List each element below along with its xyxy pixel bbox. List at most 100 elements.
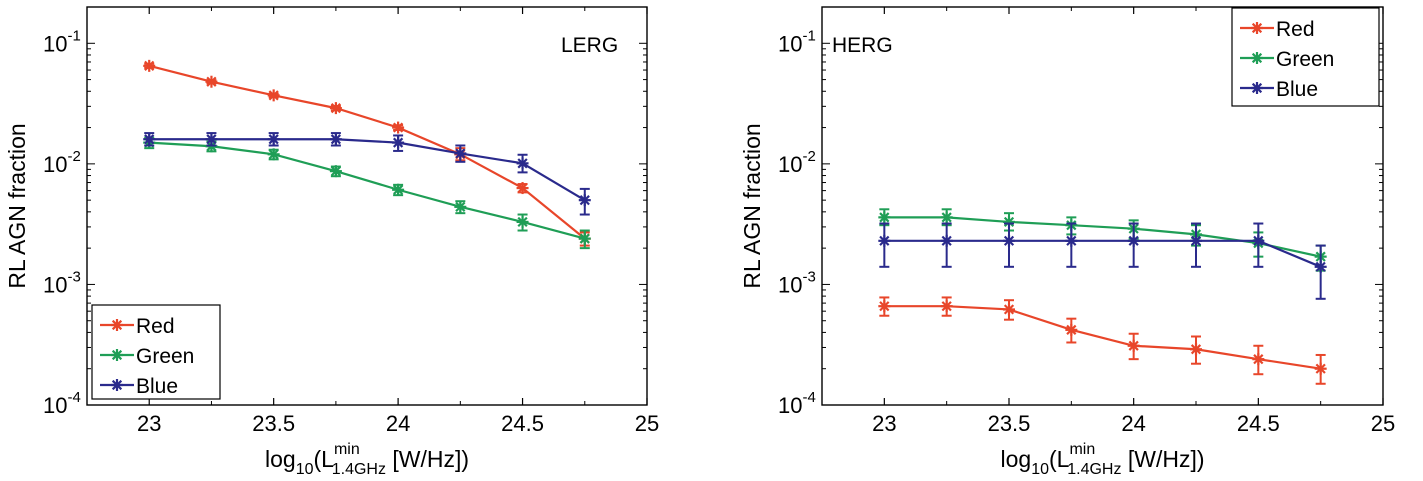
data-point <box>1065 324 1077 336</box>
legend-marker <box>111 349 123 361</box>
x-tick-label: 25 <box>1371 411 1395 436</box>
legend-label: Red <box>1276 18 1315 41</box>
y-tick-exponent: -4 <box>802 389 815 406</box>
data-point <box>268 148 280 160</box>
data-point <box>392 122 404 134</box>
data-point <box>1252 353 1264 365</box>
y-tick-label: 10-3 <box>778 268 816 297</box>
y-tick-label: 10-1 <box>778 27 816 56</box>
legend-marker <box>111 319 123 331</box>
y-tick-exponent: -4 <box>67 389 80 406</box>
x-tick-label: 24.5 <box>1237 411 1280 436</box>
y-tick-base: 10 <box>43 272 67 297</box>
legend-marker <box>1251 22 1263 34</box>
data-point <box>143 60 155 72</box>
legend-label: Green <box>1276 48 1334 71</box>
y-tick-label: 10-4 <box>778 389 816 418</box>
y-tick-exponent: -3 <box>67 268 80 285</box>
panel-label: HERG <box>832 34 893 57</box>
y-axis-label: RL AGN fraction <box>739 123 765 288</box>
x-axis-label: log10(Lmin 1.4GHz [W/Hz]) <box>1000 441 1204 478</box>
legend: Red Green Blue <box>1232 8 1379 106</box>
y-tick-exponent: -2 <box>67 148 80 165</box>
data-point <box>1128 340 1140 352</box>
data-point <box>268 89 280 101</box>
x-label-sub: 10 <box>296 461 314 478</box>
x-label-log: log <box>265 446 296 472</box>
legend-label: Blue <box>1276 78 1318 101</box>
x-label-rest: [W/Hz]) <box>1121 446 1204 472</box>
x-tick-label: 23 <box>137 411 161 436</box>
x-label-log: log <box>1000 446 1031 472</box>
data-point <box>205 76 217 88</box>
panel-label: LERG <box>561 34 618 57</box>
x-tick-label: 24 <box>386 411 410 436</box>
data-point <box>941 300 953 312</box>
y-tick-base: 10 <box>778 152 802 177</box>
y-tick-exponent: -1 <box>802 27 815 44</box>
y-tick-base: 10 <box>778 31 802 56</box>
y-tick-base: 10 <box>43 31 67 56</box>
data-point <box>1252 235 1264 247</box>
y-tick-exponent: -3 <box>802 268 815 285</box>
data-point <box>330 133 342 145</box>
legend-label: Blue <box>136 375 178 398</box>
data-point <box>517 182 529 194</box>
chart-panel-lerg: 23 23.5 24 24.5 2510-410-310-210-1RL AGN fra… <box>4 7 659 478</box>
data-point <box>941 211 953 223</box>
y-tick-label: 10-2 <box>778 148 816 177</box>
x-label-rest: [W/Hz]) <box>386 446 469 472</box>
data-point <box>143 133 155 145</box>
data-point <box>941 235 953 247</box>
data-point <box>392 137 404 149</box>
x-tick-label: 25 <box>635 411 659 436</box>
x-axis-label: log10(Lmin 1.4GHz [W/Hz]) <box>265 441 469 478</box>
y-tick-exponent: -1 <box>67 27 80 44</box>
legend-marker <box>1251 52 1263 64</box>
data-point <box>1315 363 1327 375</box>
legend-marker <box>1251 82 1263 94</box>
data-point <box>330 102 342 114</box>
data-point <box>1315 261 1327 273</box>
data-point <box>878 235 890 247</box>
data-point <box>878 211 890 223</box>
y-tick-label: 10-2 <box>43 148 81 177</box>
x-label-sub: 10 <box>1031 461 1049 478</box>
x-label-sub2: 1.4GHz <box>1067 461 1121 478</box>
y-tick-base: 10 <box>778 272 802 297</box>
x-tick-label: 23.5 <box>988 411 1031 436</box>
data-point <box>268 133 280 145</box>
x-tick-label: 24 <box>1121 411 1145 436</box>
data-point <box>579 194 591 206</box>
data-point <box>579 233 591 245</box>
data-point <box>1190 235 1202 247</box>
data-point <box>878 300 890 312</box>
data-point <box>454 201 466 213</box>
x-label-sup: min <box>1069 441 1095 458</box>
legend-label: Green <box>136 345 194 368</box>
data-point <box>517 157 529 169</box>
y-tick-base: 10 <box>43 393 67 418</box>
data-point <box>1003 303 1015 315</box>
legend-label: Red <box>136 315 175 338</box>
y-tick-base: 10 <box>778 393 802 418</box>
data-point <box>1003 235 1015 247</box>
legend: Red Green Blue <box>92 305 220 399</box>
x-tick-label: 23.5 <box>252 411 295 436</box>
data-point <box>205 133 217 145</box>
data-point <box>1190 343 1202 355</box>
legend-marker <box>111 379 123 391</box>
y-tick-label: 10-4 <box>43 389 81 418</box>
y-tick-exponent: -2 <box>802 148 815 165</box>
y-tick-base: 10 <box>43 152 67 177</box>
data-point <box>1128 235 1140 247</box>
data-point <box>454 147 466 159</box>
x-label-sub2: 1.4GHz <box>332 461 386 478</box>
x-tick-label: 23 <box>872 411 896 436</box>
data-point <box>1065 235 1077 247</box>
data-point <box>392 184 404 196</box>
y-tick-label: 10-1 <box>43 27 81 56</box>
y-axis-label: RL AGN fraction <box>4 123 30 288</box>
